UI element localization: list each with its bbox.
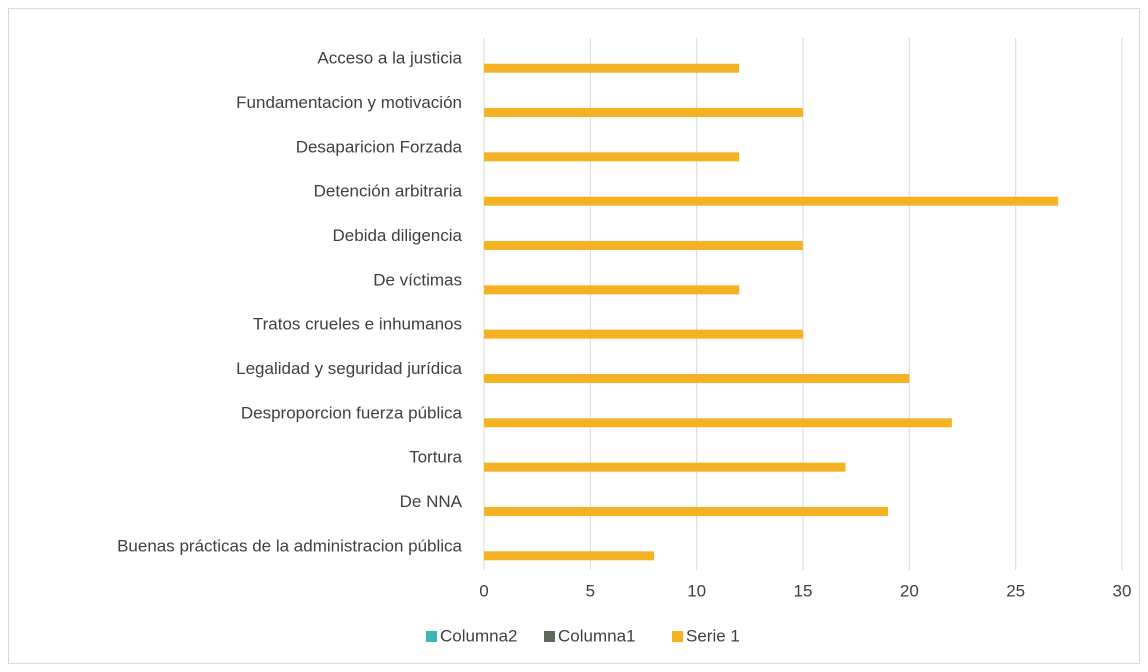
y-tick-label: Tratos crueles e inhumanos — [253, 315, 462, 334]
bar — [484, 418, 952, 428]
legend-swatch — [672, 631, 683, 642]
x-tick-label: 0 — [479, 581, 488, 600]
x-tick-label: 20 — [900, 581, 919, 600]
bar — [484, 507, 889, 516]
y-tick-label: Desproporcion fuerza pública — [241, 403, 463, 422]
y-tick-label: De víctimas — [373, 270, 462, 289]
y-tick-label: Detención arbitraria — [314, 182, 463, 201]
bar — [484, 63, 740, 73]
y-tick-label: Tortura — [409, 448, 462, 467]
x-tick-label: 10 — [687, 581, 706, 600]
y-tick-label: De NNA — [400, 492, 463, 511]
x-tick-label: 30 — [1113, 581, 1132, 600]
legend-swatch — [544, 631, 555, 642]
x-tick-label: 25 — [1006, 581, 1025, 600]
bar — [484, 108, 803, 117]
bar — [484, 551, 655, 561]
bar — [484, 152, 740, 162]
x-tick-label: 15 — [794, 581, 813, 600]
bar — [484, 329, 803, 339]
y-tick-label: Debida diligencia — [333, 226, 463, 245]
bar — [484, 285, 740, 295]
y-tick-label: Desaparicion Forzada — [296, 137, 463, 156]
bar — [484, 462, 846, 472]
y-tick-label: Fundamentacion y motivación — [236, 93, 462, 112]
legend-label: Columna2 — [440, 626, 518, 645]
y-tick-label: Acceso a la justicia — [317, 49, 462, 68]
y-tick-label: Legalidad y seguridad jurídica — [236, 359, 462, 378]
bar — [484, 241, 803, 250]
bar — [484, 196, 1059, 206]
legend-label: Serie 1 — [686, 626, 740, 645]
bar — [484, 374, 910, 383]
legend-swatch — [426, 631, 437, 642]
legend-label: Columna1 — [558, 626, 636, 645]
y-tick-label: Buenas prácticas de la administracion pú… — [117, 536, 462, 555]
x-tick-label: 5 — [586, 581, 595, 600]
